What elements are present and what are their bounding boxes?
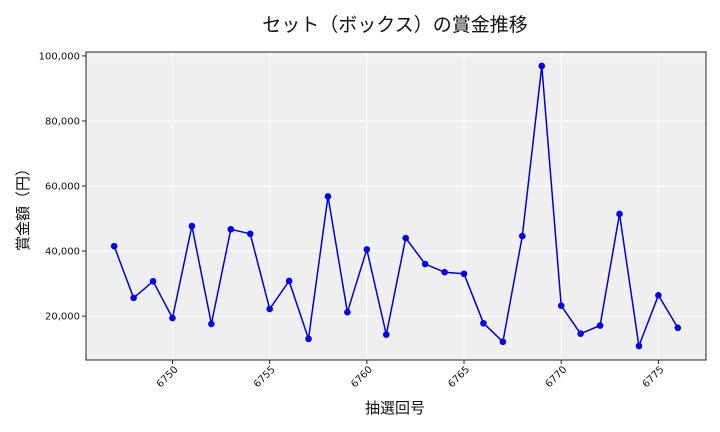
data-point: [402, 234, 410, 242]
data-point: [382, 331, 390, 338]
data-point: [635, 342, 643, 350]
data-point: [519, 232, 526, 240]
data-point: [441, 268, 448, 276]
data-point: [499, 338, 507, 346]
data-point: [246, 230, 254, 238]
y-tick-label: 40,000: [45, 247, 80, 258]
data-point: [130, 294, 137, 302]
x-axis-label: 抽選回号: [365, 399, 425, 417]
y-tick-label: 100,000: [39, 51, 80, 62]
data-point: [344, 308, 351, 316]
data-point: [557, 302, 565, 309]
data-point: [616, 210, 623, 218]
plot-frame: [85, 51, 707, 361]
series: [110, 62, 682, 350]
grid: [86, 52, 706, 360]
y-tick-label: 20,000: [45, 312, 80, 323]
data-point: [538, 62, 546, 70]
data-point: [577, 330, 584, 337]
data-point: [149, 277, 157, 285]
y-tick-label: 60,000: [45, 181, 80, 192]
data-point: [227, 225, 235, 233]
data-point: [285, 277, 293, 285]
data-point: [110, 242, 118, 250]
data-point: [460, 270, 468, 278]
data-point: [421, 260, 429, 268]
y-tick-label: 80,000: [45, 116, 80, 127]
data-point: [266, 305, 273, 313]
data-point: [655, 291, 662, 299]
data-point: [596, 322, 604, 329]
data-point: [363, 246, 371, 253]
y-axis-label: 賞金額（円）: [14, 161, 32, 251]
data-point: [188, 222, 196, 230]
data-point: [480, 319, 487, 327]
data-point: [305, 335, 312, 343]
plot-area: [85, 51, 707, 361]
data-point: [674, 324, 682, 332]
data-point: [169, 314, 176, 322]
data-point: [324, 193, 332, 200]
data-point: [208, 320, 215, 328]
series-line: [113, 65, 679, 347]
chart-title: セット（ボックス）の賞金推移: [262, 14, 527, 36]
